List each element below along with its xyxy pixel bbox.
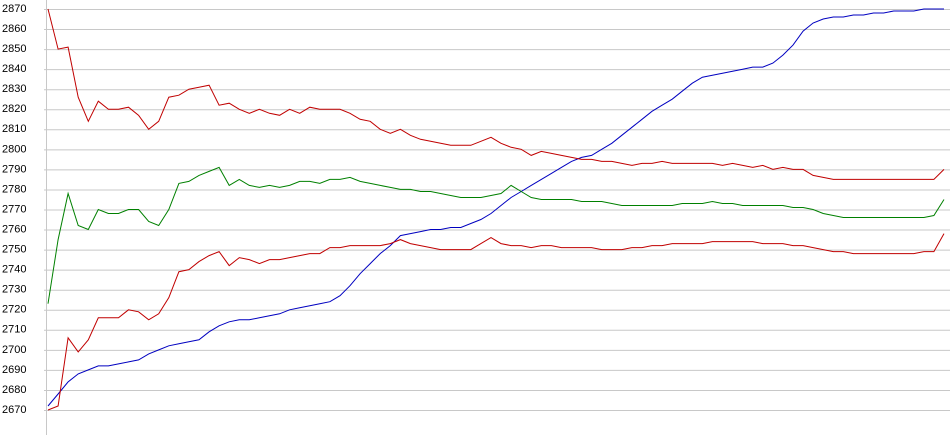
y-tick-label: 2870 bbox=[2, 3, 26, 15]
y-tick-label: 2730 bbox=[2, 284, 26, 296]
series-line bbox=[47, 8, 944, 407]
series-line bbox=[47, 233, 945, 411]
y-tick-label: 2770 bbox=[2, 203, 26, 215]
y-tick-label: 2840 bbox=[2, 63, 26, 75]
y-tick-label: 2800 bbox=[2, 143, 26, 155]
y-tick-label: 2750 bbox=[2, 244, 26, 256]
y-tick-label: 2670 bbox=[2, 404, 26, 416]
y-tick-label: 2850 bbox=[2, 43, 26, 55]
y-tick-label: 2790 bbox=[2, 163, 26, 175]
y-tick-label: 2830 bbox=[2, 83, 26, 95]
y-tick-label: 2740 bbox=[2, 264, 26, 276]
y-tick-label: 2720 bbox=[2, 304, 26, 316]
y-tick-label: 2710 bbox=[2, 324, 26, 336]
y-tick-label: 2820 bbox=[2, 103, 26, 115]
y-tick-label: 2860 bbox=[2, 23, 26, 35]
series-line bbox=[47, 166, 945, 304]
y-tick-label: 2760 bbox=[2, 223, 26, 235]
series-line bbox=[47, 8, 945, 180]
y-tick-label: 2680 bbox=[2, 384, 26, 396]
y-tick-label: 2690 bbox=[2, 364, 26, 376]
y-tick-label: 2780 bbox=[2, 183, 26, 195]
y-tick-label: 2810 bbox=[2, 123, 26, 135]
y-tick-label: 2700 bbox=[2, 344, 26, 356]
